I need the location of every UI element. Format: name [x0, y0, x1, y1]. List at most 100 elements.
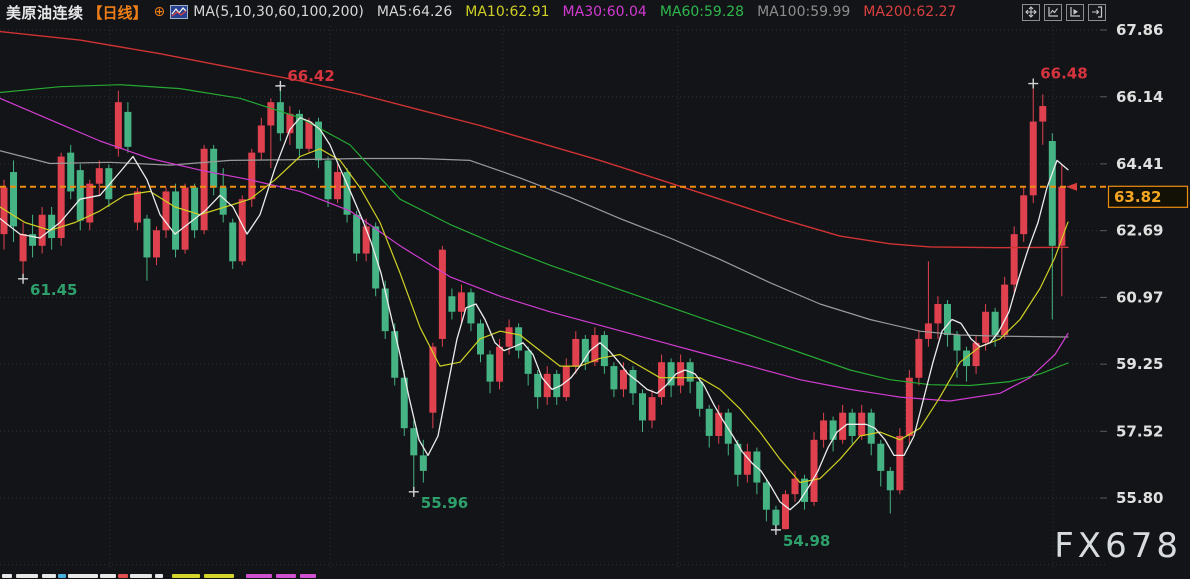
chart-header: 美原油连续 【日线】 ⊕ MA(5,10,30,60,100,200) MA5:…	[0, 0, 1190, 24]
ma-legend-item: MA60:59.28	[659, 4, 745, 20]
candle-body	[677, 362, 685, 386]
candle-body	[229, 222, 237, 262]
candle-body	[1010, 234, 1018, 285]
y-axis-label: 57.52	[1116, 422, 1163, 440]
candle-body	[238, 199, 246, 262]
candle-body	[791, 478, 799, 495]
candle-body	[410, 428, 418, 456]
candle-body	[715, 412, 723, 436]
candle-body	[705, 408, 713, 436]
chart-thumbnail-icon[interactable]	[170, 5, 189, 19]
candle-body	[963, 350, 971, 367]
candle-body	[353, 214, 361, 254]
last-price-box	[1107, 185, 1189, 208]
candle-body	[772, 509, 780, 526]
candle-body	[295, 113, 303, 149]
candle-body	[486, 354, 494, 382]
candle-body	[362, 226, 370, 254]
candle-body	[38, 214, 46, 246]
ma10-line	[0, 148, 1069, 484]
candle-body	[515, 327, 523, 351]
clipped-indicator-row	[0, 572, 1190, 579]
candle-body	[86, 183, 94, 223]
clipped-text-fragment	[276, 574, 296, 578]
candle-body	[257, 125, 265, 153]
period-label[interactable]: 【日线】	[87, 3, 148, 22]
candle-body	[76, 170, 84, 221]
candle-body	[400, 377, 408, 429]
candle-body	[524, 350, 532, 374]
clipped-text-fragment	[130, 574, 152, 578]
candle-body	[953, 335, 961, 351]
candle-body	[543, 373, 551, 398]
candle-body	[610, 366, 618, 390]
candle-body	[334, 172, 342, 200]
candle-body	[982, 311, 990, 343]
y-axis-label: 62.69	[1116, 222, 1163, 240]
candle-body	[762, 482, 770, 510]
move-button[interactable]	[1022, 3, 1040, 21]
candle-body	[591, 335, 599, 363]
candle-body	[143, 218, 151, 258]
candle-body	[658, 362, 666, 398]
candle-body	[639, 393, 647, 421]
candle-body	[696, 381, 704, 409]
candle-body	[905, 377, 913, 436]
candle-body	[457, 292, 465, 312]
clipped-text-fragment	[204, 574, 234, 578]
y-axis-label: 66.14	[1116, 88, 1163, 106]
candle-body	[934, 303, 942, 324]
y-axis-label: 60.97	[1116, 288, 1163, 306]
candle-body	[600, 335, 608, 367]
candle-body	[314, 121, 322, 161]
ma-legend-item: MA200:62.27	[863, 4, 957, 20]
clipped-text-fragment	[16, 574, 38, 578]
swing-low-label: 54.98	[783, 532, 830, 550]
candle-body	[29, 234, 37, 246]
axis-play-button[interactable]	[1066, 3, 1084, 21]
ma-legend-item: MA100:59.99	[757, 4, 851, 20]
candle-body	[305, 121, 313, 149]
swing-cross-marker	[275, 80, 286, 91]
candle-body	[152, 230, 160, 258]
candle-body	[629, 369, 637, 394]
candle-body	[1029, 121, 1037, 196]
candle-body	[448, 296, 456, 312]
candle-body	[667, 362, 675, 386]
candle-body	[1020, 195, 1028, 235]
plus-circle-icon[interactable]: ⊕	[153, 4, 166, 20]
candle-body	[801, 478, 809, 502]
swing-cross-marker	[1028, 78, 1039, 89]
candle-body	[124, 111, 132, 147]
ma-params-label: MA(5,10,30,60,100,200)	[193, 4, 364, 20]
candle-body	[105, 168, 113, 200]
candle-body	[581, 338, 589, 363]
clipped-text-fragment	[68, 574, 98, 578]
swing-low-label: 61.45	[30, 281, 77, 299]
clipped-text-fragment	[246, 574, 272, 578]
candle-body	[829, 420, 837, 440]
axis-play-icon	[1070, 7, 1080, 17]
move-icon	[1025, 6, 1037, 18]
ma5-line	[0, 117, 1069, 511]
candle-body	[1048, 140, 1056, 246]
watermark: FX678	[1054, 526, 1182, 566]
candle-body	[1001, 284, 1009, 336]
axis-scale-button[interactable]	[1044, 3, 1062, 21]
candle-body	[572, 338, 580, 367]
y-axis-label: 64.41	[1116, 155, 1163, 173]
swing-high-label: 66.42	[287, 67, 334, 85]
swing-high-label: 66.48	[1040, 65, 1087, 83]
last-price-arrow	[1066, 182, 1077, 191]
clipped-text-fragment	[58, 574, 66, 578]
exit-button[interactable]	[1088, 3, 1106, 21]
last-price-value: 63.82	[1114, 188, 1161, 206]
candle-body	[114, 102, 122, 149]
candle-body	[95, 168, 103, 184]
ma30-line	[0, 97, 1069, 402]
candle-body	[734, 443, 742, 475]
candle-body	[381, 288, 389, 332]
ma-legend-item: MA10:62.91	[465, 4, 550, 20]
